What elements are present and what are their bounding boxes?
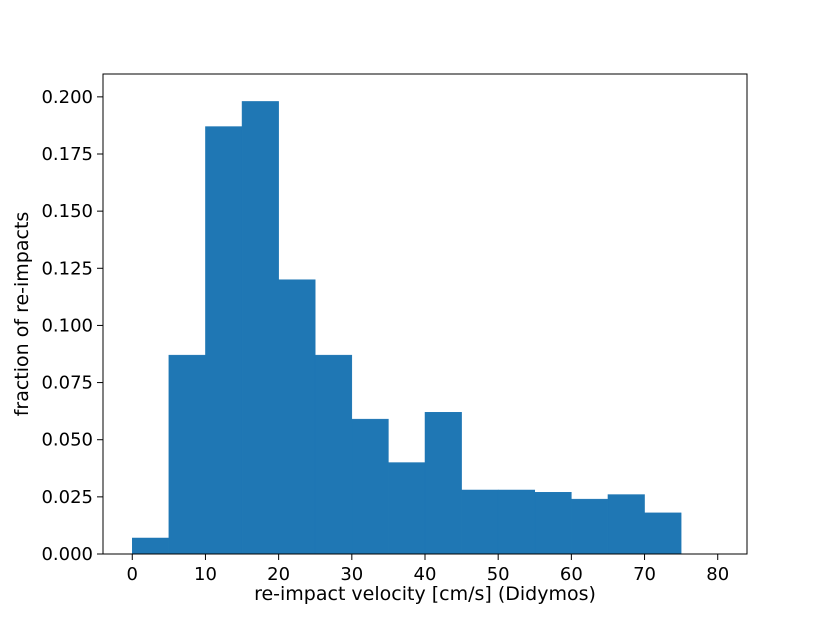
bars-group	[132, 101, 682, 555]
y-tick-label: 0.175	[41, 144, 93, 165]
x-tick-label: 70	[633, 564, 656, 585]
histogram-bar	[314, 354, 353, 555]
y-tick-label: 0.125	[41, 258, 93, 279]
y-axis-ticks: 0.000 0.025 0.050 0.075 0.100 0.125 0.150 0.175…	[41, 87, 103, 565]
y-tick-label: 0.075	[41, 373, 93, 394]
x-tick-label: 20	[267, 564, 290, 585]
x-tick-label: 50	[487, 564, 510, 585]
x-tick-label: 80	[706, 564, 729, 585]
y-tick-label: 0.100	[41, 315, 93, 336]
x-tick-label: 0	[127, 564, 138, 585]
histogram-bar	[461, 489, 499, 555]
x-tick-label: 10	[194, 564, 217, 585]
histogram-bar	[351, 418, 389, 555]
histogram-bar	[607, 494, 645, 555]
x-axis-ticks: 0 10 20 30 40 50 60 70 80	[127, 554, 729, 585]
histogram-bar	[132, 537, 170, 555]
histogram-bar	[644, 512, 682, 555]
x-tick-label: 60	[560, 564, 583, 585]
y-tick-label: 0.050	[41, 430, 93, 451]
histogram-bar	[205, 126, 243, 555]
y-tick-label: 0.150	[41, 201, 93, 222]
x-tick-label: 40	[414, 564, 437, 585]
histogram-bar	[424, 412, 462, 555]
x-axis-label: re-impact velocity [cm/s] (Didymos)	[254, 583, 596, 605]
histogram-bar	[571, 498, 609, 555]
histogram-bar	[241, 101, 279, 555]
y-tick-label: 0.025	[41, 487, 93, 508]
y-tick-label: 0.200	[41, 87, 93, 108]
y-tick-label: 0.000	[41, 544, 93, 565]
y-axis-label: fraction of re-impacts	[11, 212, 33, 417]
histogram-bar	[168, 354, 206, 555]
x-tick-label: 30	[340, 564, 363, 585]
histogram-bar	[497, 489, 536, 555]
histogram-bar	[278, 279, 316, 555]
histogram-bar	[388, 462, 426, 555]
histogram-bar	[534, 492, 572, 555]
